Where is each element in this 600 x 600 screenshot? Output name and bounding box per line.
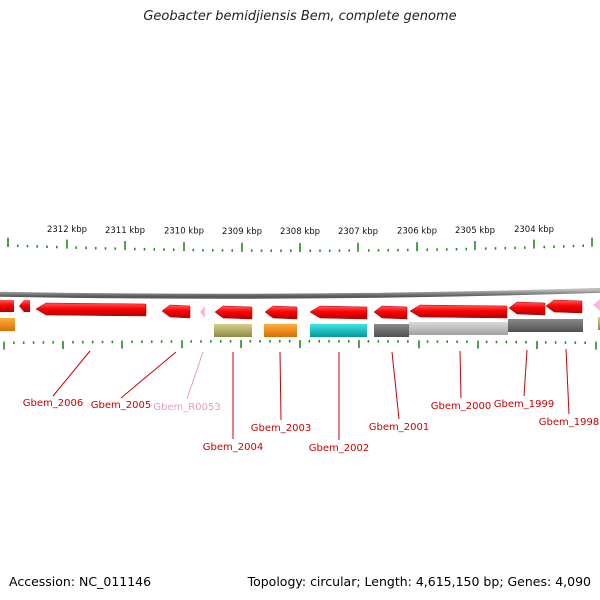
gene-label: Gbem_1998 xyxy=(539,417,599,428)
ruler-label: 2308 kbp xyxy=(280,227,320,237)
accession-value: NC_011146 xyxy=(79,574,152,589)
genes-label: Genes: xyxy=(507,574,552,589)
topology-label: Topology: xyxy=(247,574,307,589)
gene-label: Gbem_1999 xyxy=(494,399,554,410)
length-value: 4,615,150 bp xyxy=(415,574,500,589)
ruler-label: 2306 kbp xyxy=(397,226,437,236)
gene-arrow-gbem-2003 xyxy=(264,305,298,320)
length-label: Length: xyxy=(364,574,412,589)
gene-label: Gbem_2006 xyxy=(23,398,83,409)
gene-arrow-small xyxy=(19,300,30,312)
cog-segment-dark-gray-right xyxy=(508,319,583,332)
gene-label: Gbem_2002 xyxy=(309,443,369,454)
cog-segment-cyan xyxy=(310,324,367,337)
ruler-label: 2309 kbp xyxy=(222,227,262,237)
cog-band xyxy=(0,317,600,337)
ruler-labels: 2312 kbp 2311 kbp 2310 kbp 2309 kbp 2308 kbp… xyxy=(47,225,554,237)
gene-label: Gbem_R0053 xyxy=(153,402,220,413)
gene-arrow-partial-right xyxy=(593,299,600,311)
cog-segment-orange xyxy=(264,324,297,337)
ruler-label: 2311 kbp xyxy=(105,226,145,236)
cog-segment-orange-left xyxy=(0,318,15,331)
gene-labels: Gbem_2006 Gbem_2005 Gbem_R0053 Gbem_2004 Gbe… xyxy=(23,348,599,454)
gene-label-connector xyxy=(391,351,400,420)
gene-label: Gbem_2005 xyxy=(91,400,151,411)
gene-arrow-gbem-2006 xyxy=(35,302,147,317)
topology-value: circular xyxy=(310,574,357,589)
accession-info: Accession: NC_011146 xyxy=(9,574,151,589)
gene-label-connector xyxy=(186,351,204,400)
ruler-bottom xyxy=(3,340,597,350)
ruler-label: 2304 kbp xyxy=(514,225,554,235)
genome-title: Geobacter bemidjiensis Bem, complete gen… xyxy=(143,9,457,24)
accession-label: Accession: xyxy=(9,574,76,589)
gene-label: Gbem_2000 xyxy=(431,401,491,412)
genome-stats: Topology: circular; Length: 4,615,150 bp… xyxy=(247,574,591,589)
gene-arrow-gbem-1999 xyxy=(508,301,546,316)
cog-segment-olive-right xyxy=(598,317,600,330)
gene-label-connector xyxy=(279,351,282,421)
gene-label: Gbem_2004 xyxy=(203,442,263,453)
gene-arrow-partial-left xyxy=(0,300,14,312)
gene-arrow-gbem-2004 xyxy=(214,305,253,320)
genome-backbone xyxy=(0,287,600,299)
gene-arrow-gbem-2005 xyxy=(161,304,191,319)
cog-segment-light-gray xyxy=(409,322,508,335)
gene-label: Gbem_2003 xyxy=(251,423,311,434)
gene-label: Gbem_2001 xyxy=(369,422,429,433)
gene-arrow-gbem-r0053 xyxy=(200,306,205,318)
gene-arrow-gbem-1998 xyxy=(545,299,583,314)
gene-arrows xyxy=(0,299,600,320)
gene-arrow-gbem-2000 xyxy=(409,304,508,319)
ruler-top xyxy=(7,237,593,252)
gene-arrow-gbem-2001 xyxy=(373,305,408,320)
gene-label-connector xyxy=(459,350,462,399)
cog-segment-dark-gray xyxy=(374,324,409,337)
gene-label-connector xyxy=(523,349,528,397)
gene-label-connector xyxy=(52,350,91,397)
ruler-label: 2312 kbp xyxy=(47,225,87,235)
gene-label-connector xyxy=(565,348,570,415)
ruler-label: 2305 kbp xyxy=(455,226,495,236)
gene-arrow-gbem-2002 xyxy=(309,305,368,320)
cog-segment-olive xyxy=(214,324,252,337)
gene-label-connector xyxy=(120,351,177,399)
ruler-label: 2307 kbp xyxy=(338,227,378,237)
ruler-label: 2310 kbp xyxy=(164,226,204,236)
genes-value: 4,090 xyxy=(555,574,591,589)
